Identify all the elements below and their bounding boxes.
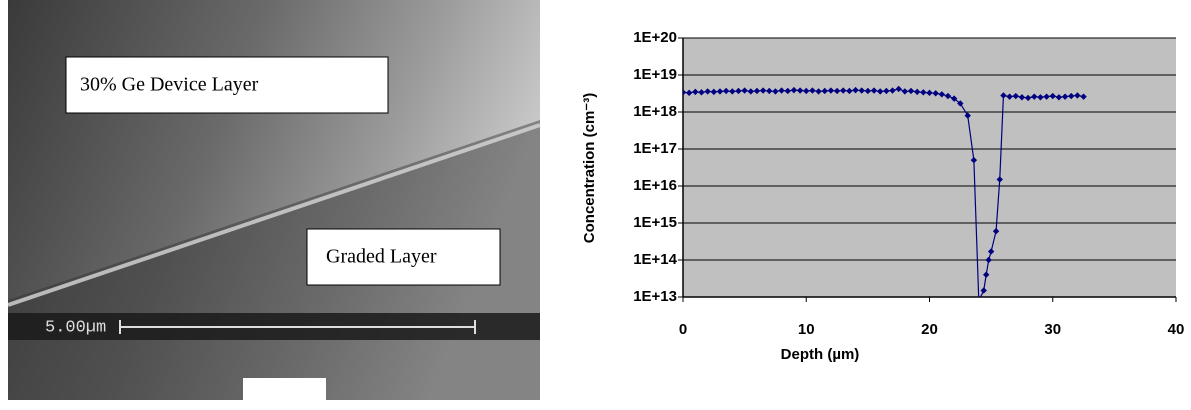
data-point <box>766 87 773 95</box>
y-tick-label: 1E+17 <box>633 140 677 157</box>
data-point <box>889 87 896 94</box>
data-point <box>778 87 785 94</box>
data-point <box>852 86 859 94</box>
data-point <box>1018 94 1026 101</box>
data-point <box>1006 93 1013 100</box>
data-point <box>1000 92 1007 99</box>
data-point <box>926 89 933 97</box>
data-point <box>784 87 791 95</box>
data-point <box>1031 93 1038 100</box>
data-point <box>883 87 890 95</box>
plot-area <box>683 38 1176 297</box>
data-point <box>976 297 982 303</box>
data-point <box>996 176 1003 183</box>
data-point <box>1043 93 1050 100</box>
data-point <box>846 87 853 95</box>
data-point <box>1024 94 1032 102</box>
data-point <box>716 88 724 95</box>
data-point <box>827 87 835 94</box>
data-point <box>833 87 841 95</box>
data-point <box>722 87 730 95</box>
data-point <box>821 87 828 95</box>
layer-label: Graded Layer <box>326 246 437 268</box>
y-tick-label: 1E+13 <box>633 288 677 305</box>
interface-line <box>7 123 541 307</box>
label-box <box>65 56 389 114</box>
data-point <box>901 88 909 95</box>
data-point <box>1080 93 1087 100</box>
y-tick-label: 1E+20 <box>633 29 677 46</box>
scale-bar-label: 5.00µm <box>45 318 106 337</box>
data-point <box>864 87 872 95</box>
data-point <box>1074 92 1081 99</box>
data-point <box>759 87 767 94</box>
y-axis-label: Concentration (cm⁻³) <box>581 93 598 243</box>
data-point <box>1061 93 1069 100</box>
data-point <box>741 87 748 94</box>
y-tick-label: 1E+15 <box>633 214 677 231</box>
data-point <box>970 156 978 164</box>
data-point <box>957 100 964 107</box>
layer-label: 30% Ge Device Layer <box>80 74 259 96</box>
data-point <box>704 88 711 95</box>
x-tick-label: 30 <box>1044 321 1061 338</box>
data-point <box>982 271 990 278</box>
data-point <box>809 87 816 94</box>
x-tick-label: 20 <box>921 321 938 338</box>
data-point <box>747 88 754 95</box>
data-point <box>753 87 761 95</box>
data-point <box>735 87 742 95</box>
data-point <box>1049 92 1056 100</box>
y-tick-label: 1E+14 <box>633 251 677 268</box>
data-point <box>907 87 915 95</box>
data-point <box>895 85 902 93</box>
data-point <box>932 90 939 97</box>
data-point <box>877 88 884 95</box>
y-tick-label: 1E+16 <box>633 177 677 194</box>
data-point <box>913 88 921 96</box>
chart: Depth (µm) Concentration (cm⁻³) 1E+13 1E+… <box>581 29 1184 363</box>
data-point <box>803 87 810 95</box>
data-point <box>815 88 822 95</box>
sem-image: 5.00µm 30% Ge Device Layer Graded Layer <box>7 0 541 405</box>
label-box <box>306 228 501 286</box>
white-patch <box>243 378 326 405</box>
x-tick-label: 0 <box>679 321 687 338</box>
scale-bar <box>119 320 476 334</box>
x-axis-label: Depth (µm) <box>781 346 860 363</box>
data-point <box>1037 94 1044 101</box>
data-point <box>729 88 736 95</box>
data-point <box>950 95 958 102</box>
data-point <box>692 88 699 96</box>
data-point <box>710 88 718 96</box>
data-point <box>985 256 992 264</box>
data-point <box>858 87 865 94</box>
x-tick-label: 10 <box>798 321 815 338</box>
data-point <box>870 87 878 94</box>
x-tick-label: 40 <box>1168 321 1185 338</box>
data-point <box>992 228 1000 235</box>
data-point <box>1012 92 1019 100</box>
data-point <box>944 92 952 100</box>
data-point <box>796 87 804 94</box>
data-point <box>938 91 946 98</box>
data-point <box>840 87 847 94</box>
data-point <box>772 88 779 95</box>
y-tick-label: 1E+19 <box>633 66 677 83</box>
data-point <box>1055 94 1063 101</box>
y-tick-label: 1E+18 <box>633 103 677 120</box>
data-point <box>987 248 995 255</box>
data-point <box>1068 92 1075 100</box>
data-point <box>920 89 927 96</box>
data-point <box>790 86 798 94</box>
series <box>683 85 1087 303</box>
data-point <box>683 89 687 96</box>
data-point <box>698 89 705 96</box>
data-point <box>980 287 987 294</box>
data-point <box>685 89 693 97</box>
data-point <box>964 112 971 119</box>
